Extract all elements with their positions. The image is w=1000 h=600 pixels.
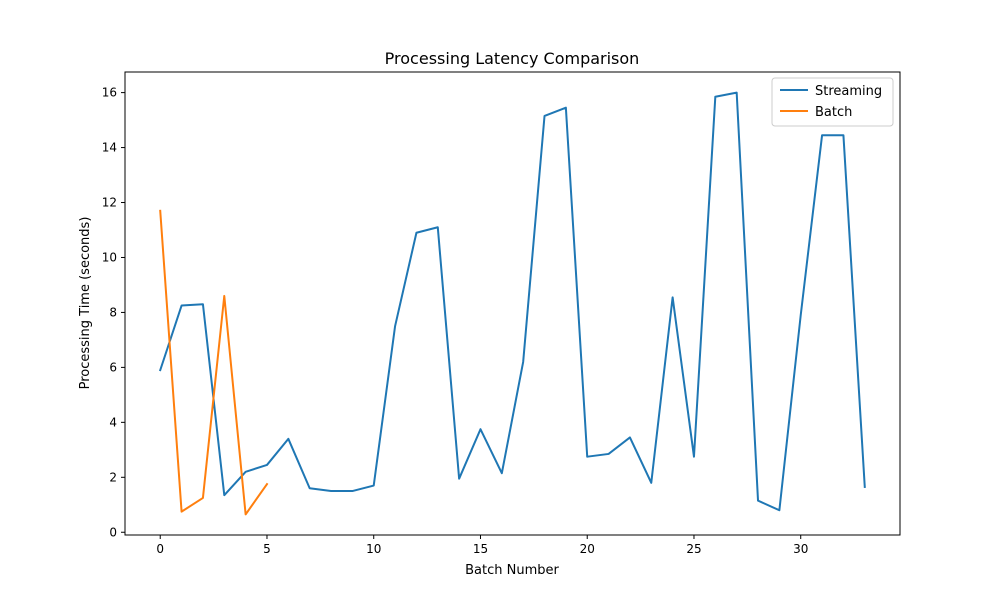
y-tick-label: 10 bbox=[102, 250, 117, 264]
y-tick-label: 2 bbox=[109, 470, 117, 484]
y-tick-label: 12 bbox=[102, 196, 117, 210]
y-tick-label: 6 bbox=[109, 360, 117, 374]
x-tick-label: 30 bbox=[793, 542, 808, 556]
y-tick-label: 8 bbox=[109, 305, 117, 319]
legend-label-streaming: Streaming bbox=[815, 84, 882, 99]
x-tick-label: 10 bbox=[366, 542, 381, 556]
plot-area: 0 5 10 15 20 25 30 0 2 4 6 8 10 12 14 16 bbox=[102, 71, 901, 556]
x-tick-label: 25 bbox=[686, 542, 701, 556]
x-tick-label: 15 bbox=[473, 542, 488, 556]
y-tick-label: 4 bbox=[109, 415, 117, 429]
x-tick-label: 20 bbox=[580, 542, 595, 556]
axes-frame bbox=[124, 71, 901, 536]
series-line-batch bbox=[159, 209, 269, 516]
x-axis-label: Batch Number bbox=[465, 563, 559, 578]
x-tick-label: 0 bbox=[156, 542, 164, 556]
chart-title: Processing Latency Comparison bbox=[385, 49, 640, 68]
x-tick-label: 5 bbox=[263, 542, 271, 556]
y-axis-label: Processing Time (seconds) bbox=[78, 217, 93, 390]
legend: Streaming Batch bbox=[771, 77, 894, 127]
y-tick-label: 16 bbox=[102, 86, 117, 100]
legend-label-batch: Batch bbox=[815, 105, 852, 120]
y-tick-label: 14 bbox=[102, 141, 117, 155]
y-tick-label: 0 bbox=[109, 525, 117, 539]
series-line-streaming bbox=[158, 91, 866, 512]
